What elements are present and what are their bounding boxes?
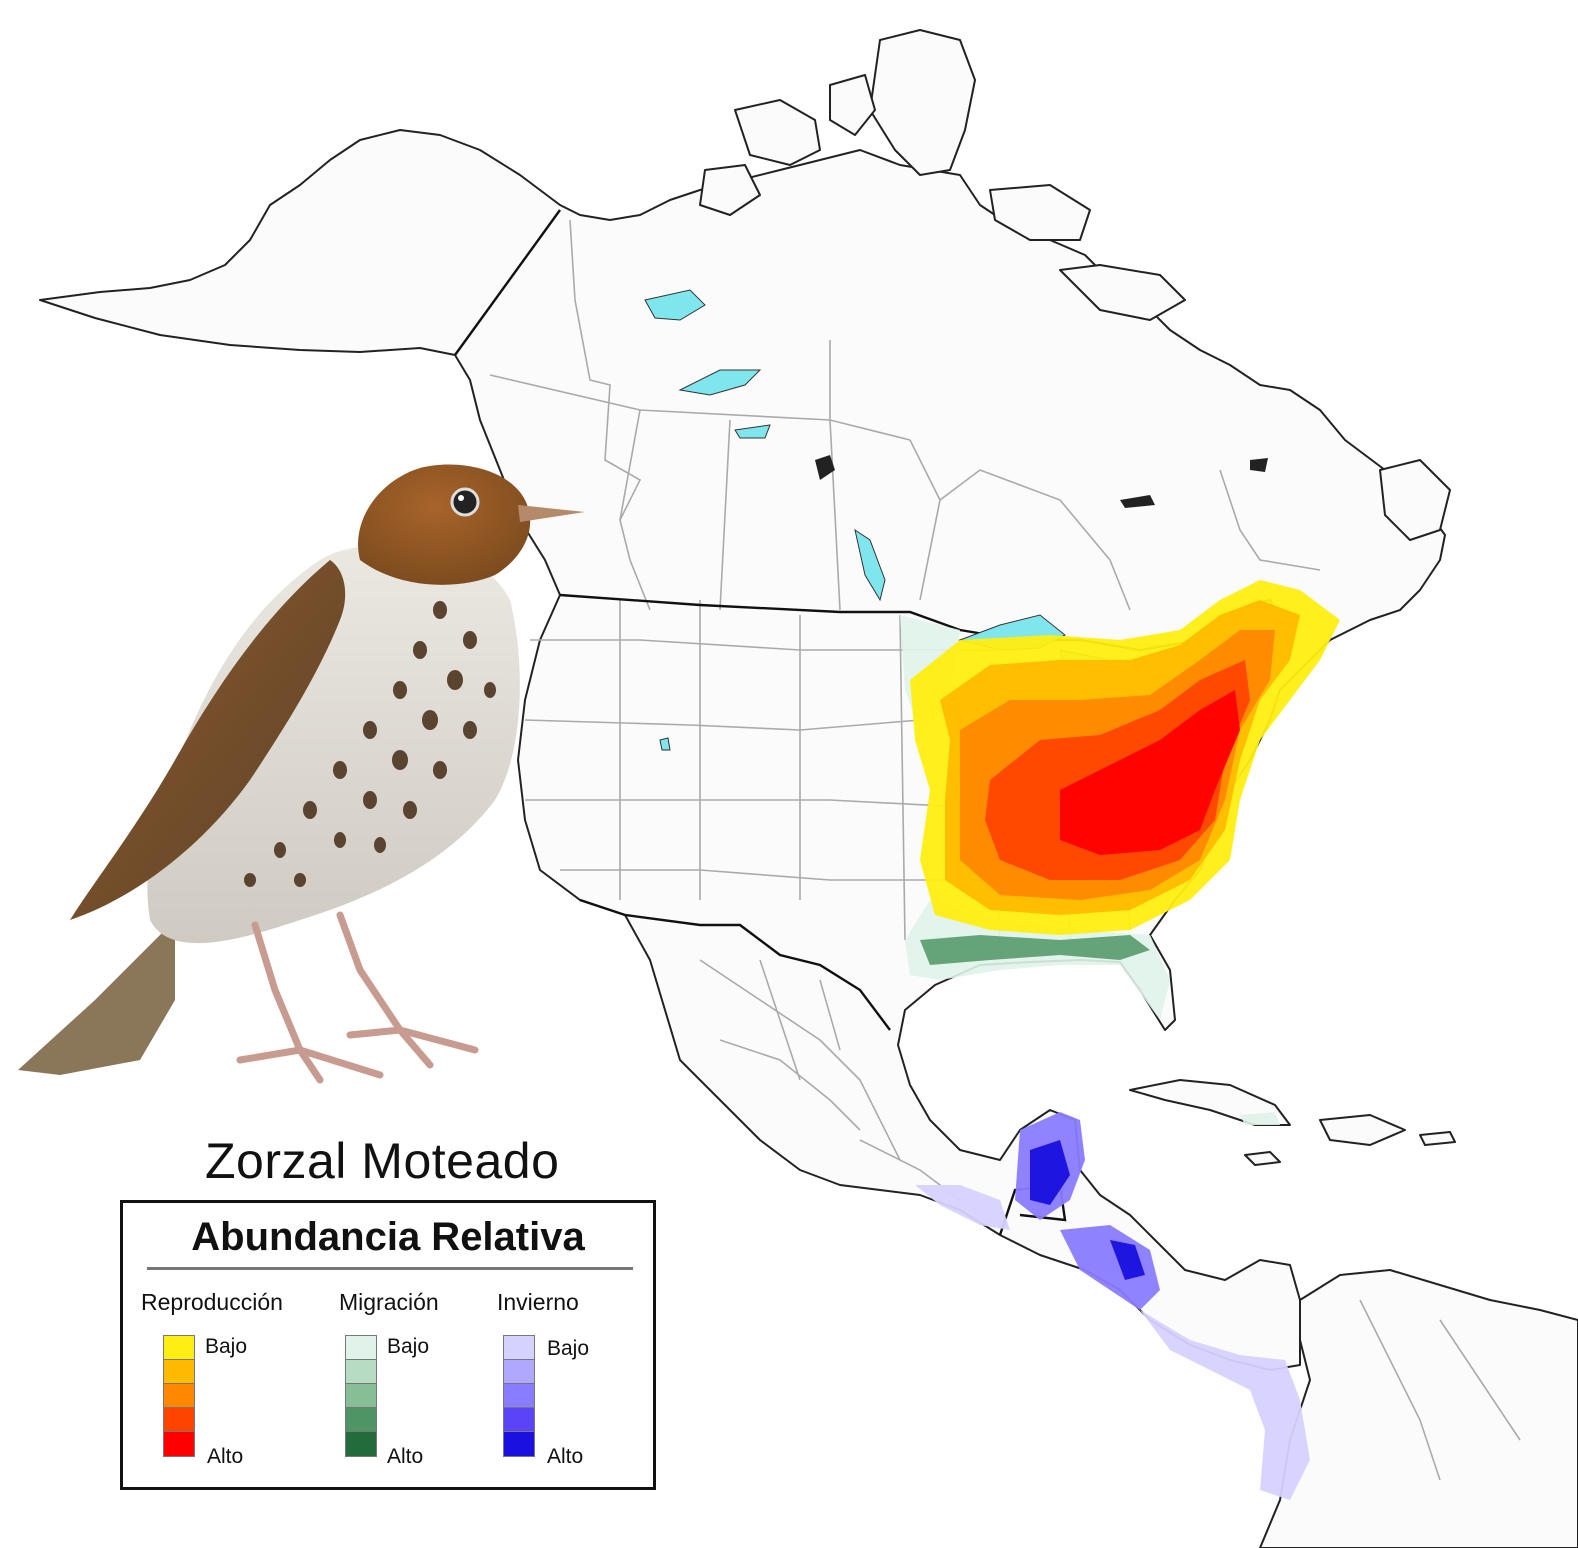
legend: Abundancia Relativa Reproducción Bajo Al… <box>120 1200 656 1490</box>
dark-lakes <box>815 455 1268 508</box>
breeding-zone-peak <box>1060 690 1240 855</box>
arctic-island <box>699 164 761 216</box>
bird-wing <box>70 560 346 920</box>
puerto-rico <box>1419 1131 1456 1146</box>
swatch-level-2 <box>346 1360 376 1384</box>
great-salt-lake <box>659 737 671 751</box>
legend-season-wintering: Invierno Bajo Alto <box>497 1289 589 1468</box>
high-label: Alto <box>207 1445 244 1468</box>
arctic-island <box>734 99 821 166</box>
season-name: Migración <box>339 1289 439 1315</box>
color-ramp-migration <box>345 1335 377 1457</box>
low-label: Bajo <box>547 1337 590 1360</box>
bird-head <box>358 464 531 585</box>
swatch-level-5 <box>164 1432 194 1456</box>
swatch-level-5 <box>504 1432 534 1456</box>
alaska-canada-border <box>454 209 561 356</box>
color-ramp-breeding <box>163 1335 195 1457</box>
swatch-level-3 <box>346 1384 376 1408</box>
season-name: Reproducción <box>141 1289 283 1315</box>
swatch-level-4 <box>504 1408 534 1432</box>
legend-season-breeding: Reproducción Bajo Alto <box>141 1289 283 1468</box>
newfoundland <box>1379 459 1451 541</box>
bird-beak <box>518 505 585 522</box>
high-label: Alto <box>387 1445 424 1468</box>
swatch-level-2 <box>164 1360 194 1384</box>
legend-title: Abundancia Relativa <box>191 1215 585 1259</box>
bird-body <box>147 545 520 944</box>
great-slave-lake <box>678 369 762 396</box>
swatch-level-3 <box>164 1384 194 1408</box>
arctic-island <box>869 29 976 176</box>
arctic-island <box>989 184 1091 241</box>
great-bear-lake <box>644 289 706 321</box>
swatch-level-4 <box>346 1408 376 1432</box>
legend-divider <box>147 1267 633 1270</box>
migration-zone-mid <box>920 935 1150 965</box>
lake-winnipeg <box>854 528 886 602</box>
color-ramp-wintering <box>503 1335 535 1457</box>
jamaica <box>1244 1151 1281 1166</box>
arctic-island <box>829 74 876 136</box>
bird-tail <box>18 920 175 1075</box>
swatch-level-2 <box>504 1360 534 1384</box>
swatch-level-4 <box>164 1408 194 1432</box>
legend-season-migration: Migración Bajo Alto <box>339 1289 439 1468</box>
wood-thrush-illustration <box>18 464 585 1084</box>
wintering-zone-peak <box>1030 1140 1145 1280</box>
swatch-level-3 <box>504 1384 534 1408</box>
cuba <box>1129 1079 1291 1126</box>
low-label: Bajo <box>387 1335 430 1358</box>
bird-eye <box>450 487 480 517</box>
swatch-level-5 <box>346 1432 376 1456</box>
swatch-level-1 <box>164 1336 194 1360</box>
swatch-level-1 <box>504 1336 534 1360</box>
landmass-layer <box>39 29 1578 1548</box>
wintering-zone-low <box>915 1185 1310 1500</box>
hispaniola <box>1319 1114 1406 1146</box>
arctic-island <box>1059 264 1186 321</box>
us-mexico-border <box>579 898 891 1031</box>
south-america-landmass <box>1259 1269 1578 1548</box>
bird-legs <box>236 911 479 1084</box>
swatch-level-1 <box>346 1336 376 1360</box>
high-label: Alto <box>547 1445 584 1468</box>
lake-athabasca <box>734 424 771 439</box>
bird-breast-spots <box>244 601 496 887</box>
season-name: Invierno <box>497 1289 579 1315</box>
species-title: Zorzal Moteado <box>205 1133 560 1189</box>
low-label: Bajo <box>205 1335 248 1358</box>
